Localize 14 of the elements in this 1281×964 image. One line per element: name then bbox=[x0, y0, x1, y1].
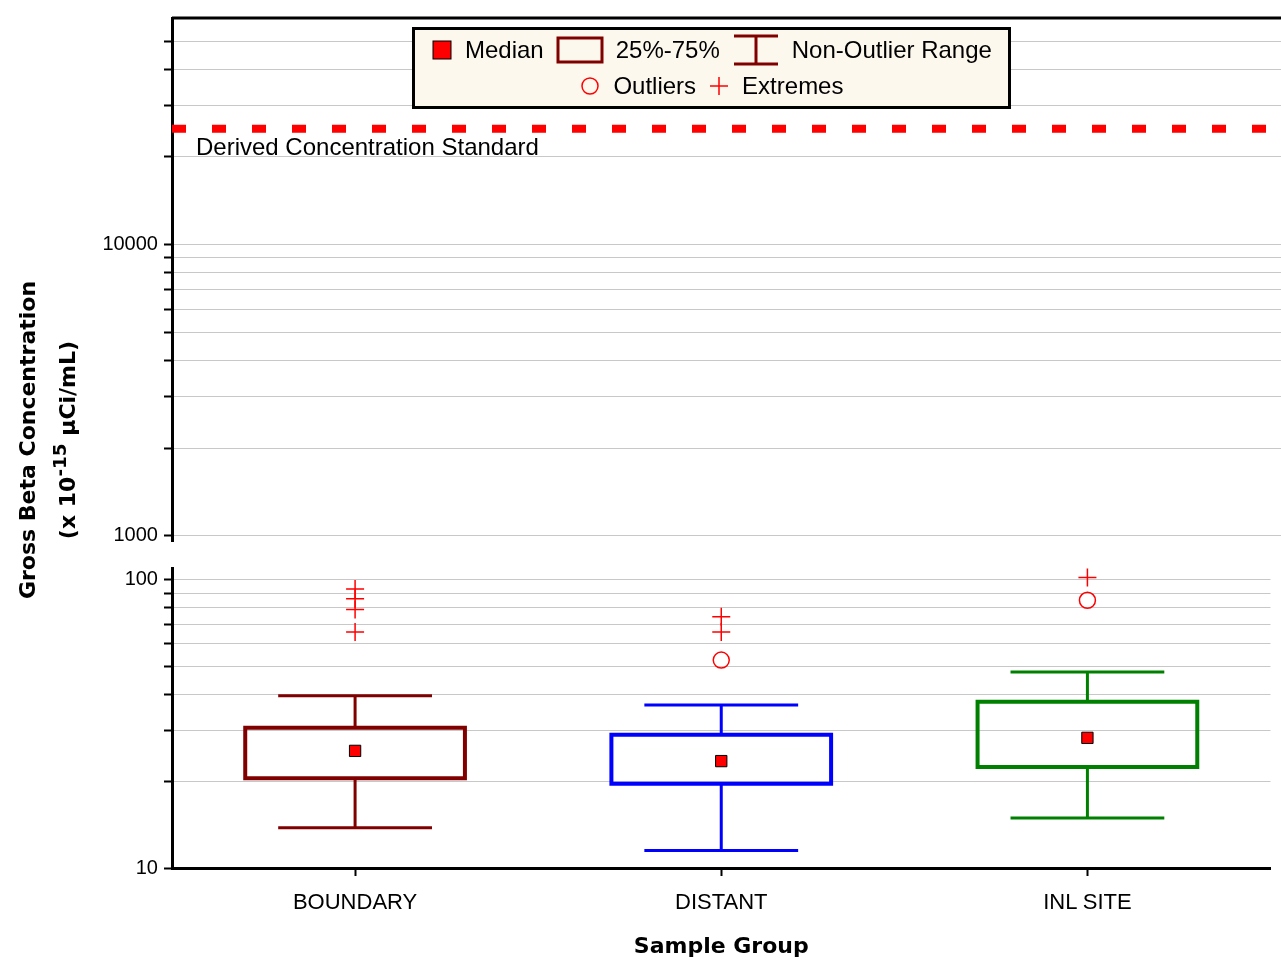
annotation: Outliers bbox=[613, 72, 697, 100]
annotation: 25%-75% bbox=[615, 36, 720, 64]
ref-line-label: Derived Concentration Standard bbox=[196, 133, 539, 161]
legend-label: Extremes bbox=[742, 72, 844, 100]
y-tick-label: 10000 bbox=[102, 232, 158, 255]
x-axis-title: Sample Group bbox=[633, 932, 809, 958]
annotation: Median bbox=[465, 36, 544, 64]
y-tick-label: 1000 bbox=[113, 523, 158, 546]
x-tick-label: BOUNDARY bbox=[292, 889, 418, 915]
annotation: Non-Outlier Range bbox=[791, 36, 992, 64]
y-tick-label: 100 bbox=[124, 567, 158, 590]
x-tick-label: DISTANT bbox=[675, 889, 768, 915]
x-tick-label: INL SITE bbox=[1043, 889, 1132, 915]
y-tick-label: 10 bbox=[135, 855, 158, 878]
